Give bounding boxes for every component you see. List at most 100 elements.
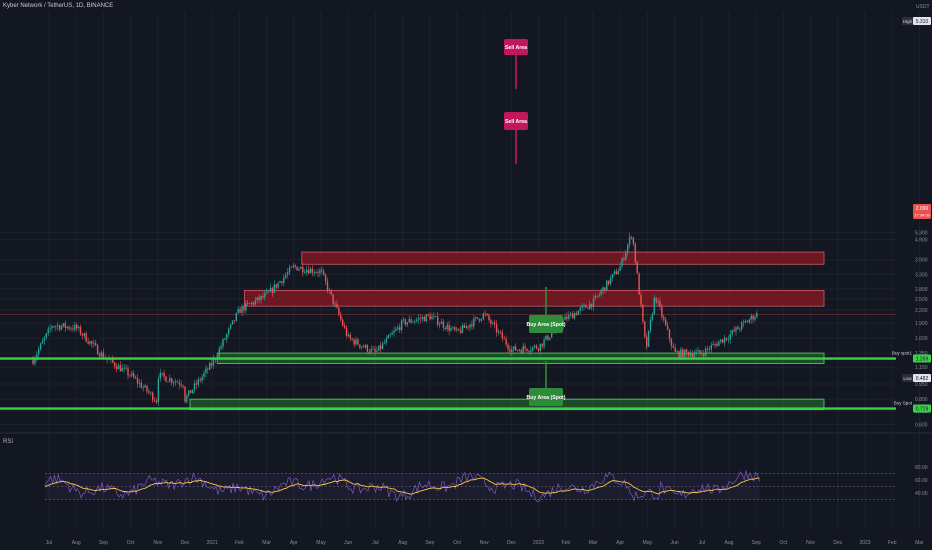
candle-body	[334, 303, 336, 305]
candle-body	[600, 291, 602, 295]
rsi-ma-line	[44, 477, 760, 495]
candle-body	[471, 324, 473, 327]
candle-body	[520, 349, 522, 353]
time-tick-label: May	[316, 540, 326, 546]
candle-body	[454, 327, 456, 330]
candle-body	[505, 338, 507, 345]
candle-body	[748, 319, 750, 323]
candle-body	[723, 337, 726, 343]
candle-body	[532, 346, 534, 351]
candle-body	[102, 352, 104, 359]
candle-body	[32, 359, 34, 364]
candle-body	[585, 305, 587, 308]
candle-body	[237, 308, 239, 314]
candle-body	[353, 339, 355, 345]
candle-body	[148, 391, 150, 393]
candle-body	[680, 349, 682, 357]
candle-body	[495, 324, 498, 333]
candle-body	[220, 346, 222, 349]
candles-layer	[32, 232, 758, 406]
price-tick-label: 0.800	[915, 397, 928, 403]
badge-label-bg	[902, 374, 913, 382]
candle-body	[427, 314, 429, 316]
badge-value: 0.482	[916, 376, 929, 382]
price-tick-label: 1.900	[915, 321, 928, 327]
candle-body	[304, 272, 306, 274]
candle-body	[342, 319, 344, 326]
candle-body	[537, 348, 540, 351]
candle-body	[501, 332, 503, 339]
time-tick-label: Nov	[153, 540, 162, 546]
candle-body	[273, 284, 275, 293]
candle-body	[93, 343, 95, 345]
sell-callout-upper-label: Sell Area	[505, 45, 527, 51]
candle-body	[247, 303, 249, 304]
candle-body	[351, 338, 353, 340]
candle-body	[57, 325, 59, 327]
candle-body	[691, 353, 693, 357]
candle-body	[435, 316, 437, 318]
candle-body	[117, 365, 120, 370]
candle-body	[201, 376, 203, 381]
candle-body	[152, 392, 154, 401]
candle-body	[100, 352, 103, 357]
time-tick-label: 2021	[207, 540, 218, 546]
time-tick-label: Mar	[589, 540, 598, 546]
time-tick-label: Nov	[806, 540, 815, 546]
candle-body	[241, 306, 243, 313]
candle-body	[516, 349, 519, 351]
candle-body	[714, 344, 716, 345]
candle-body	[119, 365, 122, 372]
candle-body	[305, 269, 308, 273]
badge-value: 2.096	[916, 206, 929, 212]
price-tick-label: 2.200	[915, 308, 928, 314]
candle-body	[233, 320, 236, 322]
candle-body	[155, 400, 158, 403]
candle-body	[203, 372, 205, 377]
candle-body	[488, 315, 490, 321]
candle-body	[89, 341, 91, 344]
candle-body	[518, 349, 521, 351]
candle-body	[250, 302, 253, 304]
candle-body	[583, 305, 585, 307]
candle-body	[60, 326, 63, 330]
candle-body	[321, 270, 323, 272]
candle-body	[754, 316, 756, 320]
candle-body	[533, 345, 536, 347]
candle-body	[746, 321, 749, 323]
candle-body	[665, 319, 667, 326]
candle-body	[589, 303, 591, 309]
price-tick-label: 4.900	[915, 238, 928, 244]
candle-body	[129, 375, 131, 377]
candle-body	[653, 297, 655, 315]
candle-body	[366, 344, 369, 352]
time-tick-label: Oct	[780, 540, 788, 546]
price-badge: Low 0.482	[902, 374, 931, 382]
candle-body	[319, 270, 321, 274]
candle-body	[509, 349, 511, 352]
candle-body	[83, 333, 85, 336]
price-tick-label: 1.150	[915, 365, 928, 371]
candle-body	[290, 266, 293, 268]
candle-body	[209, 363, 211, 370]
candle-body	[36, 354, 38, 359]
candle-body	[511, 349, 513, 352]
candle-body	[218, 348, 220, 357]
time-tick-label: Jul	[46, 540, 52, 546]
candle-body	[499, 331, 502, 333]
time-tick-label: Nov	[480, 540, 489, 546]
candle-body	[651, 314, 654, 320]
time-tick-label: Apr	[290, 540, 298, 546]
buy-callout-upper-label: Buy Area (Spot)	[526, 322, 565, 328]
candle-body	[676, 351, 678, 353]
price-badge: High 5.310	[902, 17, 931, 25]
candle-body	[262, 295, 264, 298]
candle-body	[345, 327, 348, 336]
candle-body	[473, 318, 475, 327]
candle-body	[51, 326, 53, 329]
candle-body	[672, 345, 674, 348]
candle-body	[228, 328, 230, 335]
candle-body	[397, 327, 399, 329]
candle-body	[590, 303, 593, 308]
